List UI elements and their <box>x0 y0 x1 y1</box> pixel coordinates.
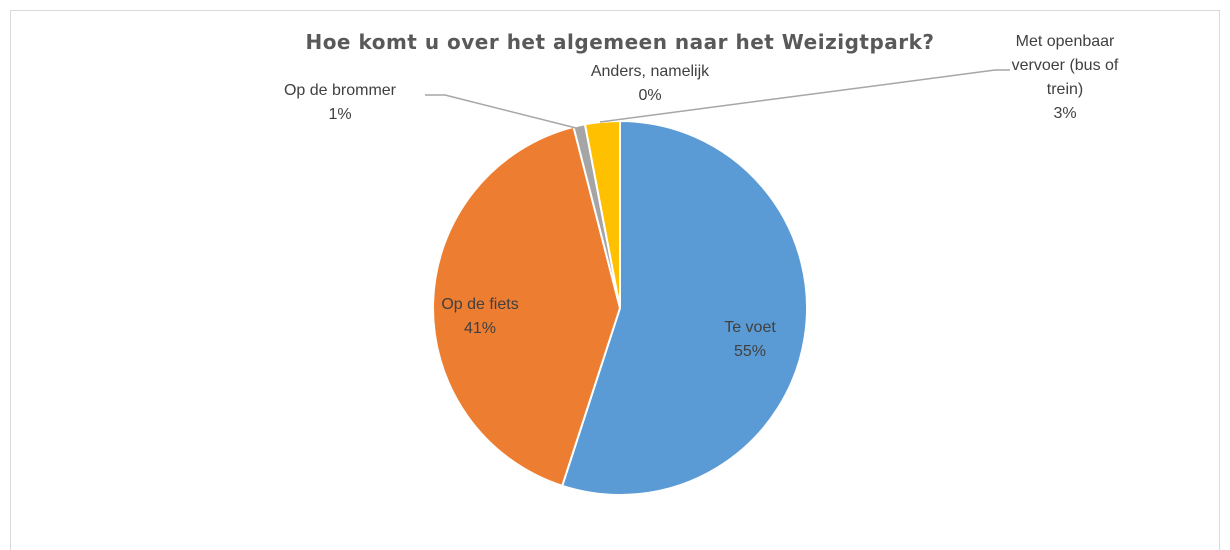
chart-title: Hoe komt u over het algemeen naar het We… <box>305 30 935 54</box>
pie-slice <box>432 125 622 488</box>
value-label: 41% <box>463 320 497 337</box>
leader-line <box>425 94 577 129</box>
slice-label: Met openbaar vervoer (bus of trein) 3% <box>1010 30 1120 126</box>
slice-label: Te voet 55% <box>700 316 800 364</box>
slice-label: Op de fiets 41% <box>420 293 540 341</box>
category-label: Te voet <box>724 319 776 336</box>
leader-line <box>599 69 1010 123</box>
category-label: Op de brommer <box>283 82 397 99</box>
value-label: 55% <box>733 343 767 360</box>
chart-border <box>10 10 1220 550</box>
value-label: 0% <box>638 87 662 104</box>
slice-label: Anders, namelijk 0% <box>560 60 740 108</box>
pie-slice <box>560 119 808 496</box>
value-label: 1% <box>328 106 352 123</box>
value-label: 3% <box>1053 105 1077 122</box>
slice-label: Op de brommer 1% <box>255 79 425 127</box>
category-label: Op de fiets <box>441 296 519 313</box>
category-label: Anders, namelijk <box>590 63 710 80</box>
category-label: Met openbaar vervoer (bus of trein) <box>1011 33 1119 98</box>
